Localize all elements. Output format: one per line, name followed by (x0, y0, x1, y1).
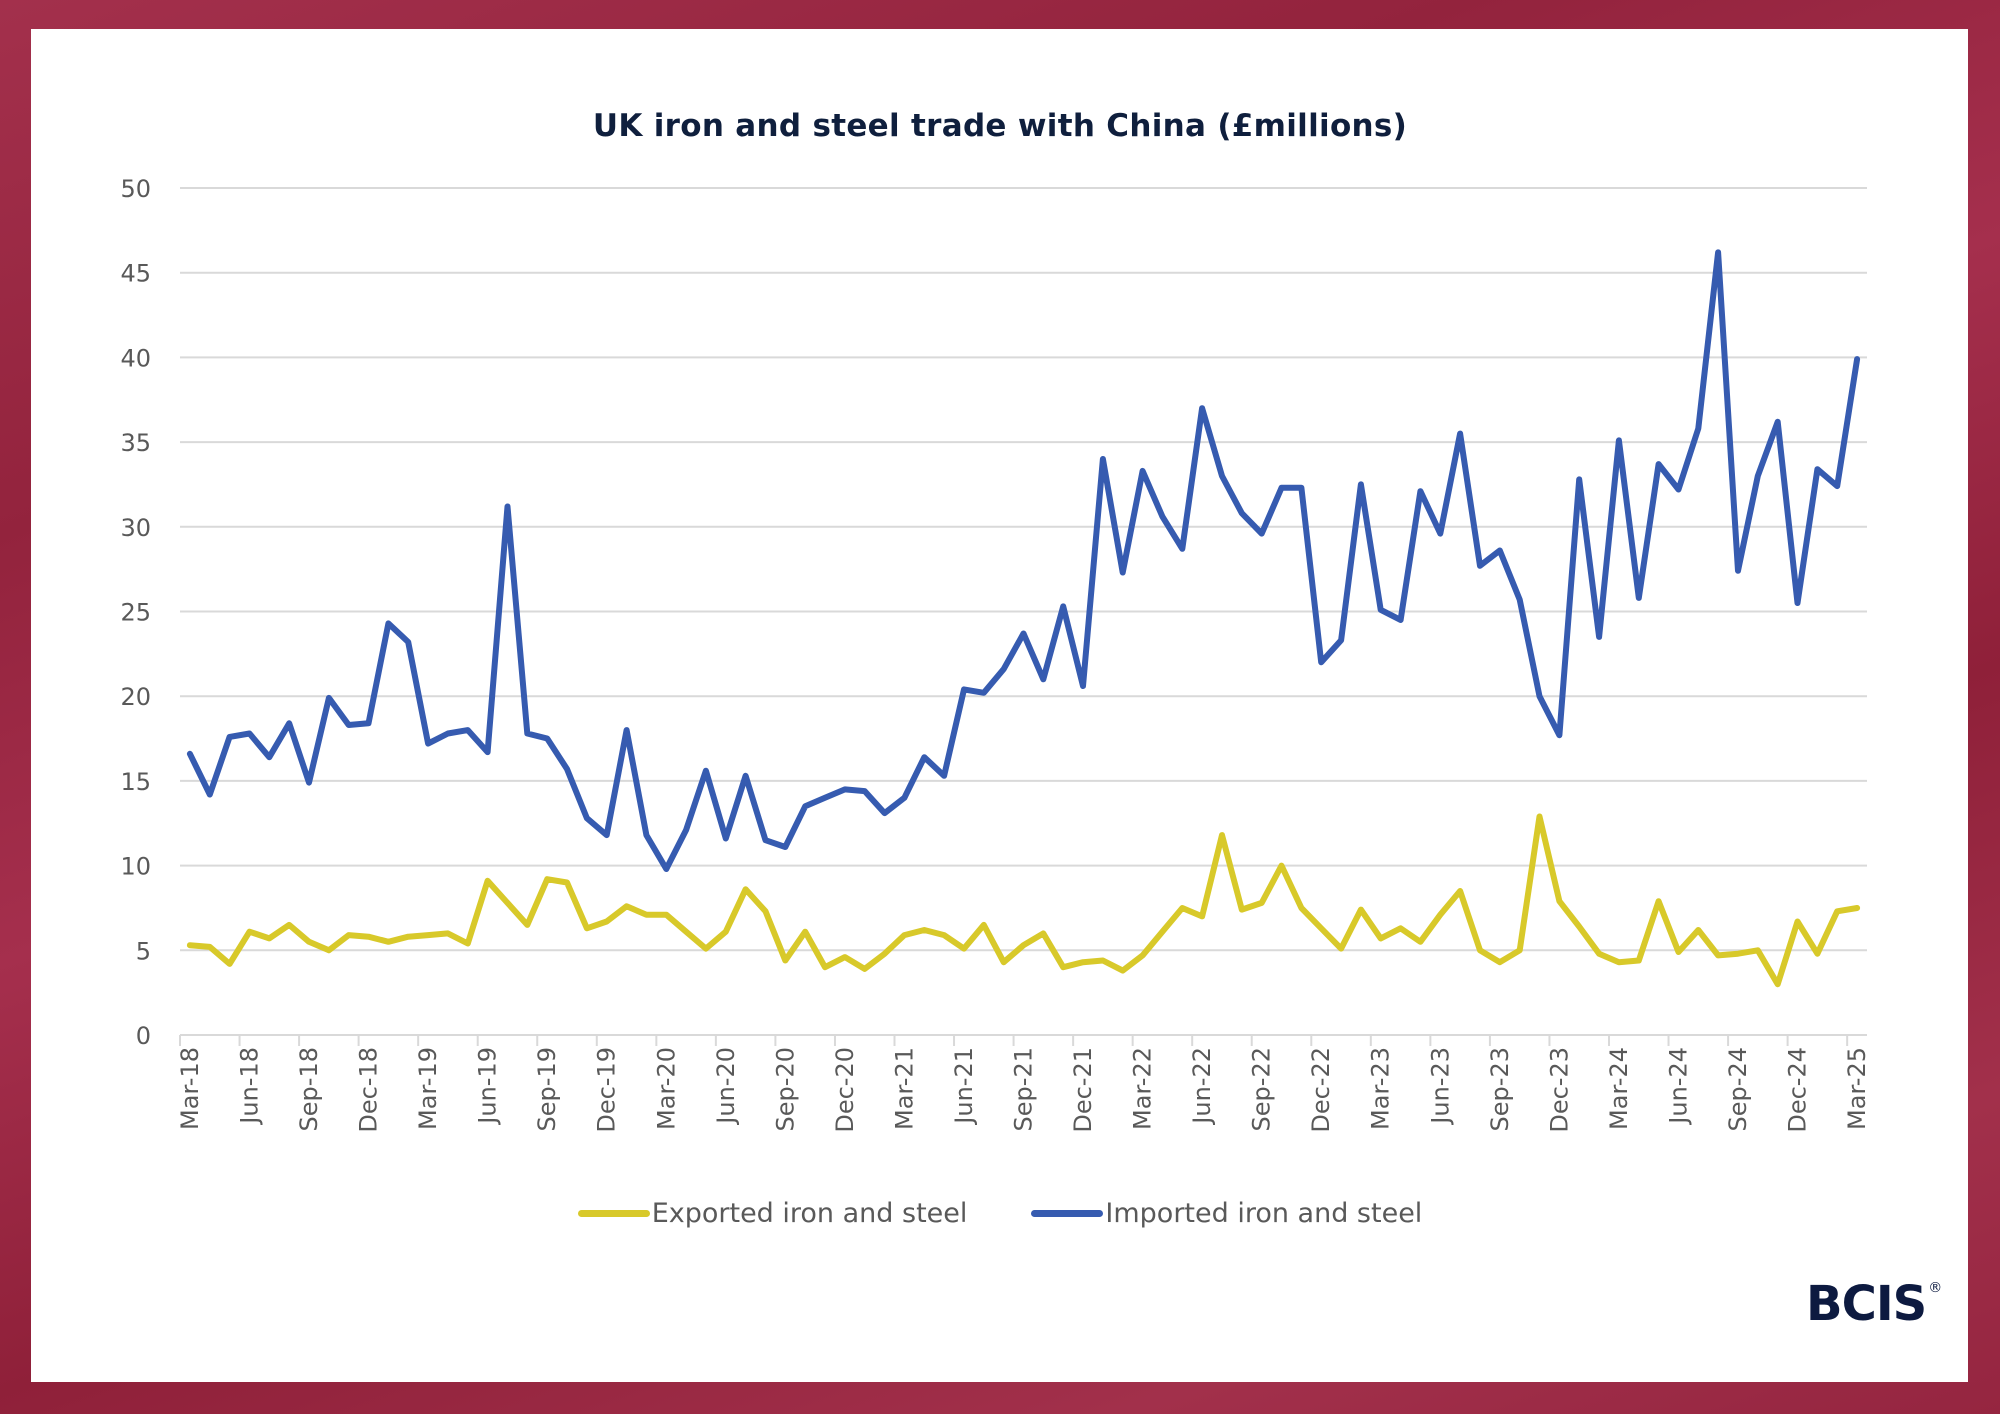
y-tick-label: 10 (120, 853, 151, 881)
x-axis (179, 1034, 1867, 1046)
x-tick-label: Sep-19 (533, 1047, 561, 1131)
x-tick-label: Mar-18 (176, 1047, 204, 1130)
x-tick-label: Dec-24 (1784, 1047, 1812, 1133)
series-lines (186, 249, 1861, 988)
x-tick-label: Jun-19 (474, 1047, 502, 1126)
legend-swatch-exported (577, 1210, 650, 1217)
x-tick-label: Sep-18 (295, 1047, 323, 1131)
x-tick-label: Mar-20 (652, 1047, 680, 1130)
legend-item-exported: Exported iron and steel (577, 1198, 968, 1229)
x-tick-label: Sep-23 (1486, 1047, 1514, 1131)
y-tick-label: 50 (120, 175, 151, 203)
legend-swatch-imported (1031, 1210, 1104, 1217)
x-tick-label: Jun-23 (1426, 1047, 1454, 1126)
x-tick-label: Jun-18 (235, 1047, 263, 1126)
imported-series-line (186, 249, 1861, 872)
legend-label-imported: Imported iron and steel (1105, 1198, 1423, 1229)
x-tick-label: Dec-19 (593, 1047, 621, 1133)
x-axis-tick-labels: Mar-18 Jun-18 Sep-18 Dec-18 Mar-19 Jun-19 Sep-… (176, 1047, 1871, 1133)
x-tick-label: Dec-20 (831, 1047, 859, 1133)
legend-label-exported: Exported iron and steel (651, 1198, 968, 1229)
x-tick-label: Mar-21 (890, 1047, 918, 1130)
y-tick-label: 25 (120, 599, 151, 627)
logo-text: BCIS (1806, 1276, 1927, 1332)
chart-card (31, 29, 1968, 1382)
y-axis-ticks: 0 5 10 15 20 25 30 35 40 45 50 (120, 175, 151, 1050)
legend-item-imported: Imported iron and steel (1031, 1198, 1422, 1229)
y-tick-label: 0 (136, 1022, 151, 1050)
x-tick-label: Dec-18 (355, 1047, 383, 1133)
x-tick-label: Dec-23 (1545, 1047, 1573, 1133)
x-tick-label: Jun-21 (950, 1047, 978, 1126)
x-tick-label: Mar-24 (1605, 1047, 1633, 1130)
y-tick-label: 45 (120, 260, 151, 288)
legend: Exported iron and steel Imported iron an… (0, 1198, 2000, 1229)
x-tick-label: Jun-20 (712, 1047, 740, 1126)
y-tick-label: 20 (120, 683, 151, 711)
x-tick-label: Mar-19 (414, 1047, 442, 1130)
x-tick-label: Sep-22 (1248, 1047, 1276, 1131)
registered-mark: ® (1928, 1280, 1942, 1296)
x-tick-label: Sep-20 (771, 1047, 799, 1131)
y-tick-label: 30 (120, 514, 151, 542)
y-tick-label: 40 (120, 344, 151, 372)
exported-series-line (186, 813, 1861, 988)
x-tick-label: Mar-23 (1367, 1047, 1395, 1130)
x-tick-label: Sep-21 (1010, 1047, 1038, 1131)
y-tick-label: 5 (136, 937, 151, 965)
chart-title: UK iron and steel trade with China (£mil… (592, 108, 1408, 144)
x-tick-label: Jun-22 (1188, 1047, 1216, 1126)
x-tick-label: Sep-24 (1724, 1047, 1752, 1131)
bcis-logo: BCIS ® (1806, 1276, 1942, 1332)
x-tick-label: Mar-22 (1129, 1047, 1157, 1130)
x-tick-label: Jun-24 (1664, 1047, 1692, 1126)
x-tick-label: Dec-22 (1307, 1047, 1335, 1133)
y-tick-label: 35 (120, 429, 151, 457)
x-tick-label: Dec-21 (1069, 1047, 1097, 1133)
x-tick-label: Mar-25 (1843, 1047, 1871, 1130)
gridlines (180, 187, 1867, 952)
y-tick-label: 15 (120, 768, 151, 796)
